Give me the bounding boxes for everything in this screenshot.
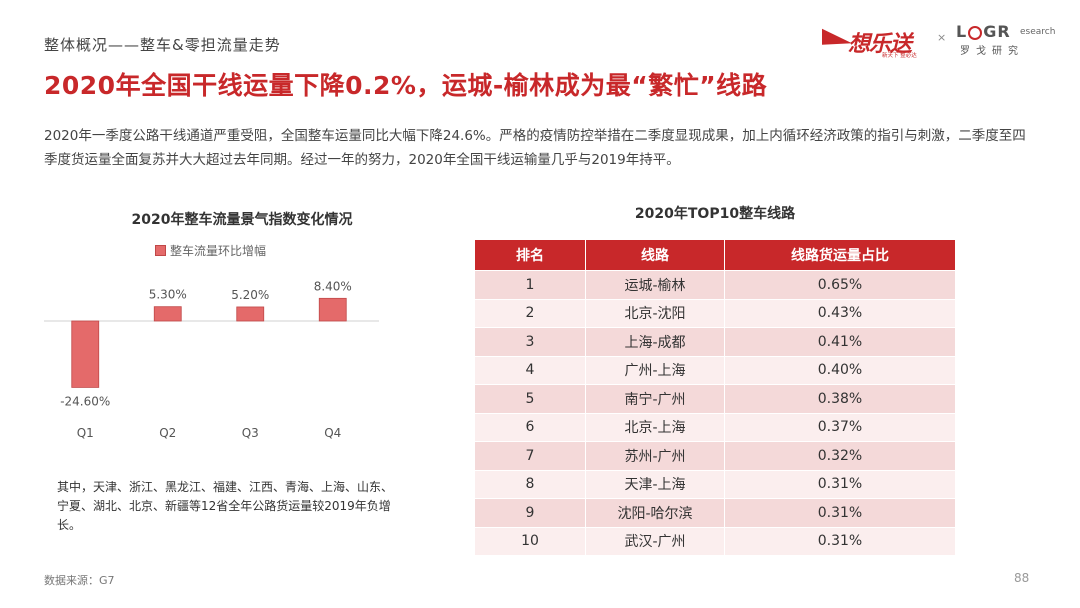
data-label-q1: -24.60% xyxy=(60,394,110,408)
share-cell: 0.43% xyxy=(724,298,956,328)
table-row: 2 北京-沈阳 0.43% xyxy=(474,298,956,328)
route-cell: 南宁-广州 xyxy=(585,384,725,413)
logr-wordmark: L GR xyxy=(956,22,1011,41)
page-title: 2020年全国干线运量下降0.2%，运城-榆林成为最“繁忙”线路 xyxy=(44,71,768,100)
table-row: 3 上海-成都 0.41% xyxy=(474,327,956,356)
data-label-q2: 5.30% xyxy=(149,288,187,302)
table-row: 5 南宁-广州 0.38% xyxy=(474,384,956,413)
legend-label: 整车流量环比增幅 xyxy=(170,244,267,258)
route-cell: 天津-上海 xyxy=(585,469,725,499)
footnote: 其中，天津、浙江、黑龙江、福建、江西、青海、上海、山东、宁夏、湖北、北京、新疆等… xyxy=(57,480,394,532)
data-label-q4: 8.40% xyxy=(314,279,352,293)
logr-chinese-name: 罗戈研究 xyxy=(960,46,1024,57)
bar-q2 xyxy=(153,306,182,322)
rank-cell: 8 xyxy=(474,469,586,499)
route-cell: 苏州-广州 xyxy=(585,441,725,470)
header-route: 线路 xyxy=(585,240,725,271)
share-cell: 0.31% xyxy=(724,498,956,527)
table-row: 1 运城-榆林 0.65% xyxy=(474,270,956,299)
data-label-q3: 5.20% xyxy=(231,288,269,302)
bar-q1 xyxy=(71,320,100,388)
rank-cell: 3 xyxy=(474,327,586,356)
table-row: 10 武汉-广州 0.31% xyxy=(474,526,956,555)
table-row: 4 广州-上海 0.40% xyxy=(474,355,956,385)
share-cell: 0.65% xyxy=(724,270,956,299)
share-cell: 0.31% xyxy=(724,526,956,555)
rank-cell: 10 xyxy=(474,526,586,555)
chart-legend: 整车流量环比增幅 xyxy=(155,242,266,259)
table-row: 9 沈阳-哈尔滨 0.31% xyxy=(474,498,956,527)
share-cell: 0.38% xyxy=(724,384,956,413)
legend-swatch-icon xyxy=(155,245,166,256)
data-source: 数据来源：G7 xyxy=(44,574,115,587)
x-tick-label-q4: Q4 xyxy=(324,426,341,440)
logo-separator: × xyxy=(937,31,947,44)
table-row: 6 北京-上海 0.37% xyxy=(474,412,956,442)
rank-cell: 6 xyxy=(474,412,586,442)
route-cell: 运城-榆林 xyxy=(585,270,725,299)
rank-cell: 1 xyxy=(474,270,586,299)
chart-title: 2020年整车流量景气指数变化情况 xyxy=(131,212,353,228)
bar-q4 xyxy=(318,297,347,322)
rank-cell: 7 xyxy=(474,441,586,470)
header-rank: 排名 xyxy=(474,240,586,271)
logr-logo: L GR esearch 罗戈研究 xyxy=(956,22,1056,58)
xiangle-logo: 想乐送 新天下 整必达 xyxy=(822,22,930,62)
header-share: 线路货运量占比 xyxy=(724,240,956,271)
route-cell: 武汉-广州 xyxy=(585,526,725,555)
table-row: 8 天津-上海 0.31% xyxy=(474,469,956,499)
route-cell: 上海-成都 xyxy=(585,327,725,356)
route-cell: 北京-上海 xyxy=(585,412,725,442)
table-title: 2020年TOP10整车线路 xyxy=(634,206,796,222)
intro-paragraph: 2020年一季度公路干线通道严重受阻，全国整车运量同比大幅下降24.6%。严格的… xyxy=(44,128,1026,168)
logr-research-text: esearch xyxy=(1020,27,1056,37)
bar-chart: -24.60% Q1 5.30% Q2 5.20% Q3 8.40% Q4 xyxy=(44,279,379,440)
route-cell: 广州-上海 xyxy=(585,355,725,385)
rank-cell: 4 xyxy=(474,355,586,385)
logo-ring-icon xyxy=(968,25,983,40)
page-number: 88 xyxy=(1014,571,1030,585)
rank-cell: 2 xyxy=(474,298,586,328)
bar-q3 xyxy=(236,306,265,322)
share-cell: 0.37% xyxy=(724,412,956,442)
x-tick-label-q2: Q2 xyxy=(159,426,176,440)
share-cell: 0.41% xyxy=(724,327,956,356)
table-row: 7 苏州-广州 0.32% xyxy=(474,441,956,470)
table-header-row: 排名 线路 线路货运量占比 xyxy=(474,240,956,271)
share-cell: 0.32% xyxy=(724,441,956,470)
route-cell: 沈阳-哈尔滨 xyxy=(585,498,725,527)
logo-wordmark: 想乐送 xyxy=(848,32,912,57)
rank-cell: 9 xyxy=(474,498,586,527)
logo-slogan: 新天下 整必达 xyxy=(882,53,917,59)
share-cell: 0.31% xyxy=(724,469,956,499)
x-tick-label-q3: Q3 xyxy=(242,426,259,440)
rank-cell: 5 xyxy=(474,384,586,413)
x-tick-label-q1: Q1 xyxy=(77,426,94,440)
route-cell: 北京-沈阳 xyxy=(585,298,725,328)
section-title: 整体概况——整车&零担流量走势 xyxy=(44,36,281,54)
share-cell: 0.40% xyxy=(724,355,956,385)
